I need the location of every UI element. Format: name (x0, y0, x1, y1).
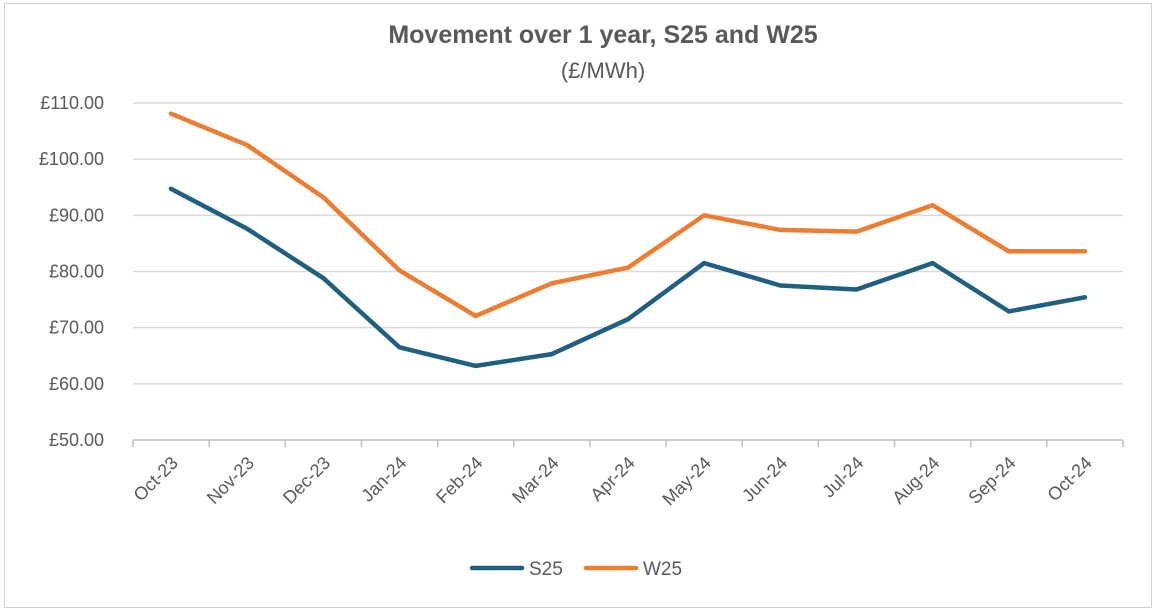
legend-label: W25 (643, 559, 682, 580)
x-tick-label: Oct-23 (130, 453, 182, 505)
data-point (245, 226, 250, 232)
data-point (168, 186, 174, 192)
y-tick-label: £90.00 (49, 205, 104, 225)
x-tick-label: Dec-23 (279, 453, 334, 508)
data-point (321, 195, 326, 200)
data-point (321, 276, 326, 281)
x-tick-label: Nov-23 (203, 453, 258, 508)
data-point (549, 281, 555, 286)
x-tick-label: Jan-24 (357, 453, 410, 506)
x-tick-label: May-24 (658, 453, 715, 510)
data-point (778, 283, 783, 288)
series-s25 (168, 186, 1088, 369)
data-point (625, 317, 631, 322)
data-point (701, 260, 707, 266)
chart-subtitle: (£/MWh) (561, 58, 645, 83)
y-tick-label: £50.00 (49, 430, 104, 450)
legend-item-s25: S25 (469, 559, 563, 580)
x-tick-label: Jul-24 (818, 453, 867, 502)
legend-item-w25: W25 (583, 559, 682, 580)
y-tick-label: £110.00 (40, 93, 104, 113)
chart-container (4, 3, 1152, 608)
data-point (930, 260, 935, 266)
x-tick-label: Apr-24 (586, 453, 638, 505)
data-point (1006, 249, 1011, 254)
x-tick-label: Jun-24 (738, 453, 791, 506)
data-point (701, 213, 707, 218)
x-tick-label: Feb-24 (432, 453, 486, 507)
data-point (168, 111, 174, 116)
data-point (245, 142, 250, 148)
data-point (854, 229, 859, 234)
data-point (1006, 309, 1011, 314)
y-tick-label: £70.00 (49, 318, 104, 338)
y-axis-tick-labels: £50.00 £60.00 £70.00 £80.00 £90.00 £100.00 £11… (39, 93, 104, 450)
data-point (397, 268, 402, 273)
data-point (473, 363, 478, 369)
data-point (1082, 249, 1088, 254)
x-tick-label: Mar-24 (508, 453, 562, 507)
series-w25 (168, 111, 1088, 319)
data-point (1082, 295, 1088, 300)
x-tick-label: Sep-24 (964, 453, 1019, 508)
data-point (397, 345, 402, 350)
legend: S25 W25 (469, 559, 682, 580)
legend-label: S25 (529, 559, 563, 580)
x-axis: Oct-23 Nov-23 Dec-23 Jan-24 Feb-24 Mar-24 Apr-… (130, 439, 1124, 510)
gridlines (133, 102, 1123, 385)
data-point (930, 203, 935, 208)
data-point (854, 287, 859, 292)
y-tick-label: £80.00 (49, 262, 104, 282)
data-point (625, 265, 631, 270)
y-tick-label: £100.00 (39, 149, 104, 169)
series-lines (168, 111, 1088, 369)
data-point (549, 351, 555, 357)
data-point (473, 313, 478, 319)
x-tick-label: Oct-24 (1043, 453, 1095, 505)
y-tick-label: £60.00 (49, 374, 104, 394)
data-point (778, 227, 783, 233)
x-tick-label: Aug-24 (888, 453, 943, 508)
chart-title: Movement over 1 year, S25 and W25 (388, 21, 817, 49)
